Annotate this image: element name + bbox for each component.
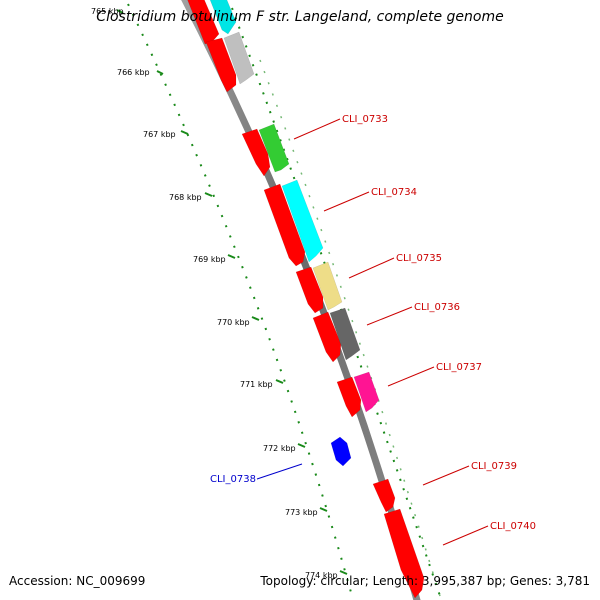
tick-mark <box>227 254 236 259</box>
gene-label[interactable]: CLI_0738 <box>210 474 256 485</box>
cds-feature[interactable] <box>329 307 361 361</box>
cds-feature[interactable] <box>263 183 306 267</box>
label-connector <box>422 465 470 486</box>
tick-label: 766 kbp <box>117 68 150 77</box>
label-connector <box>293 118 341 140</box>
tick-label: 767 kbp <box>143 130 176 139</box>
cds-features-cog <box>207 0 380 413</box>
tick-mark <box>180 130 189 135</box>
label-connector <box>442 525 489 546</box>
gene-label[interactable]: CLI_0737 <box>436 362 482 373</box>
tick-mark <box>251 316 260 321</box>
tick-label: 772 kbp <box>263 444 296 453</box>
cds-feature[interactable] <box>312 261 343 311</box>
tick-label: 771 kbp <box>240 380 273 389</box>
cds-feature[interactable] <box>186 0 220 45</box>
guide-ring-2 <box>259 59 441 597</box>
accession-label: Accession: NC_009699 <box>9 574 146 588</box>
gene-label[interactable]: CLI_0734 <box>371 187 417 198</box>
label-connector <box>366 306 413 326</box>
cds-feature[interactable] <box>205 37 237 93</box>
tick-label: 770 kbp <box>217 318 250 327</box>
cds-feature[interactable] <box>223 31 255 85</box>
tick-marks <box>116 9 348 575</box>
tick-label: 765 kbp <box>91 7 124 16</box>
label-connector <box>323 191 370 212</box>
gene-label[interactable]: CLI_0735 <box>396 253 442 264</box>
label-connector <box>256 463 303 480</box>
tick-mark <box>339 570 348 575</box>
cds-features-forward <box>186 0 425 599</box>
cds-feature[interactable] <box>258 123 290 173</box>
cds-feature[interactable] <box>383 508 425 599</box>
cds-feature[interactable] <box>330 436 352 467</box>
gene-labels: CLI_0733 CLI_0734 CLI_0735 CLI_0736 CLI_… <box>210 114 536 532</box>
cds-features-reverse <box>330 436 352 467</box>
tick-labels: 765 kbp 766 kbp 767 kbp 768 kbp 769 kbp … <box>91 7 338 580</box>
genome-summary: Topology: circular; Length: 3,995,387 bp… <box>260 574 590 588</box>
tick-label: 769 kbp <box>193 255 226 264</box>
label-connector <box>387 366 435 387</box>
gene-label[interactable]: CLI_0740 <box>490 521 536 532</box>
cds-feature[interactable] <box>353 371 380 413</box>
tick-mark <box>156 70 164 75</box>
tick-mark <box>204 192 213 197</box>
cds-feature[interactable] <box>207 0 237 35</box>
label-connector <box>348 257 395 279</box>
gene-label[interactable]: CLI_0736 <box>414 302 460 313</box>
tick-mark <box>116 9 124 14</box>
cds-feature[interactable] <box>372 478 396 513</box>
gene-label[interactable]: CLI_0739 <box>471 461 517 472</box>
tick-label: 768 kbp <box>169 193 202 202</box>
tick-mark <box>275 379 284 384</box>
tick-mark <box>297 443 306 448</box>
label-connectors <box>256 118 489 546</box>
tick-label: 773 kbp <box>285 508 318 517</box>
cds-feature[interactable] <box>336 376 362 418</box>
cds-feature[interactable] <box>295 266 324 314</box>
cds-feature[interactable] <box>312 311 342 363</box>
gene-label[interactable]: CLI_0733 <box>342 114 388 125</box>
cds-feature[interactable] <box>241 128 271 177</box>
tick-label: 774 kbp <box>305 571 338 580</box>
map-title: Clostridium botulinum F str. Langeland, … <box>96 9 504 25</box>
cds-feature[interactable] <box>281 179 324 263</box>
tick-mark <box>319 507 328 512</box>
